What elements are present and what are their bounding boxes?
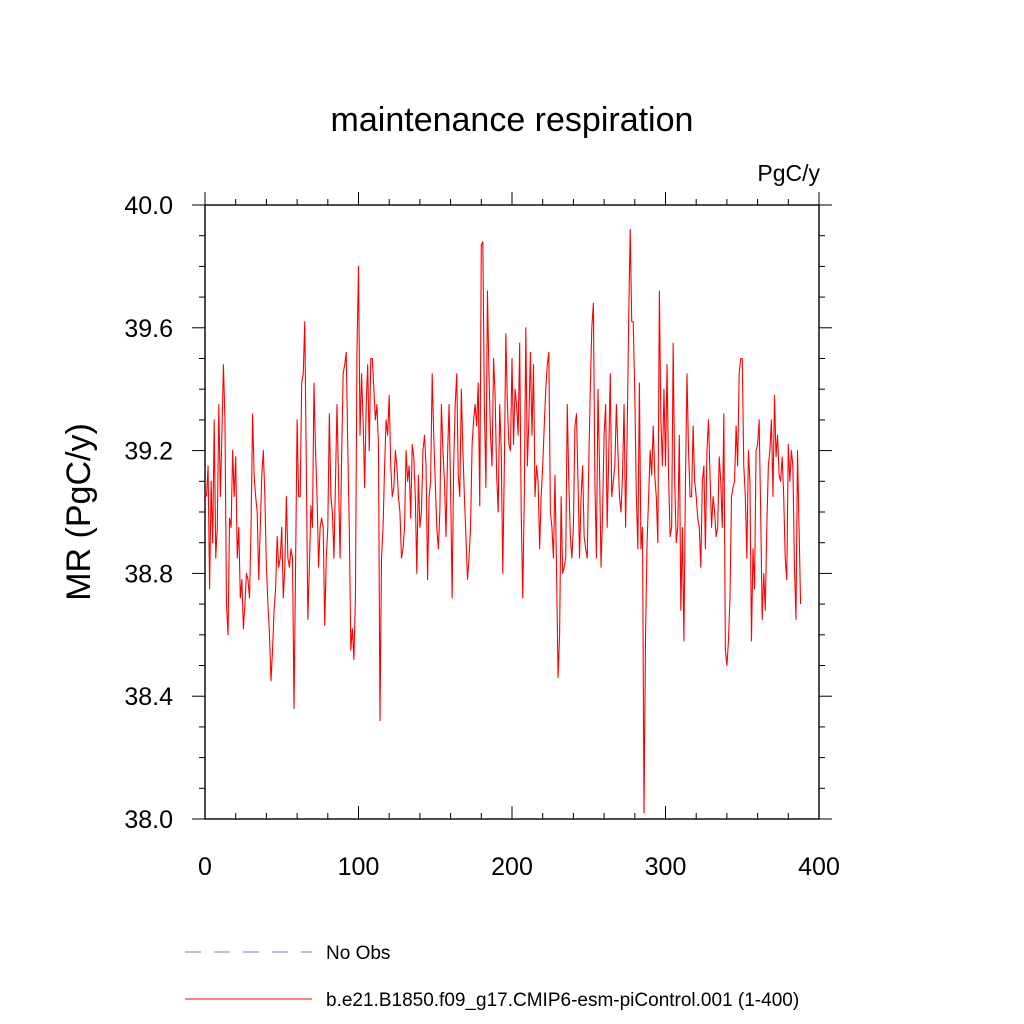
x-tick-label: 200 bbox=[491, 853, 533, 881]
legend-label: b.e21.B1850.f09_g17.CMIP6-esm-piControl.… bbox=[326, 990, 799, 1011]
x-tick-label: 400 bbox=[798, 853, 840, 881]
series-line bbox=[205, 229, 802, 814]
x-tick-label: 300 bbox=[645, 853, 687, 881]
y-tick-label: 38.0 bbox=[124, 806, 173, 834]
chart-title: maintenance respiration bbox=[331, 101, 694, 139]
axis-tick-labels: 0 100 200 300 400 38.0 38.4 38.8 39.2 39.6 40.0 bbox=[124, 192, 840, 881]
x-tick-label: 100 bbox=[338, 853, 380, 881]
plot-area-frame bbox=[204, 204, 820, 820]
y-tick-label: 39.6 bbox=[124, 315, 173, 343]
axis-ticks bbox=[192, 192, 832, 820]
y-tick-label: 39.2 bbox=[124, 438, 173, 466]
y-tick-label: 38.8 bbox=[124, 560, 173, 588]
y-tick-label: 40.0 bbox=[124, 192, 173, 220]
y-axis-label: MR (PgC/y) bbox=[60, 423, 98, 601]
legend-label: No Obs bbox=[326, 943, 390, 964]
x-tick-label: 0 bbox=[198, 853, 212, 881]
legend: No Obs b.e21.B1850.f09_g17.CMIP6-esm-piCo… bbox=[185, 943, 799, 1011]
series-layer bbox=[205, 229, 802, 814]
units-label: PgC/y bbox=[757, 160, 820, 186]
y-tick-label: 38.4 bbox=[124, 683, 173, 711]
